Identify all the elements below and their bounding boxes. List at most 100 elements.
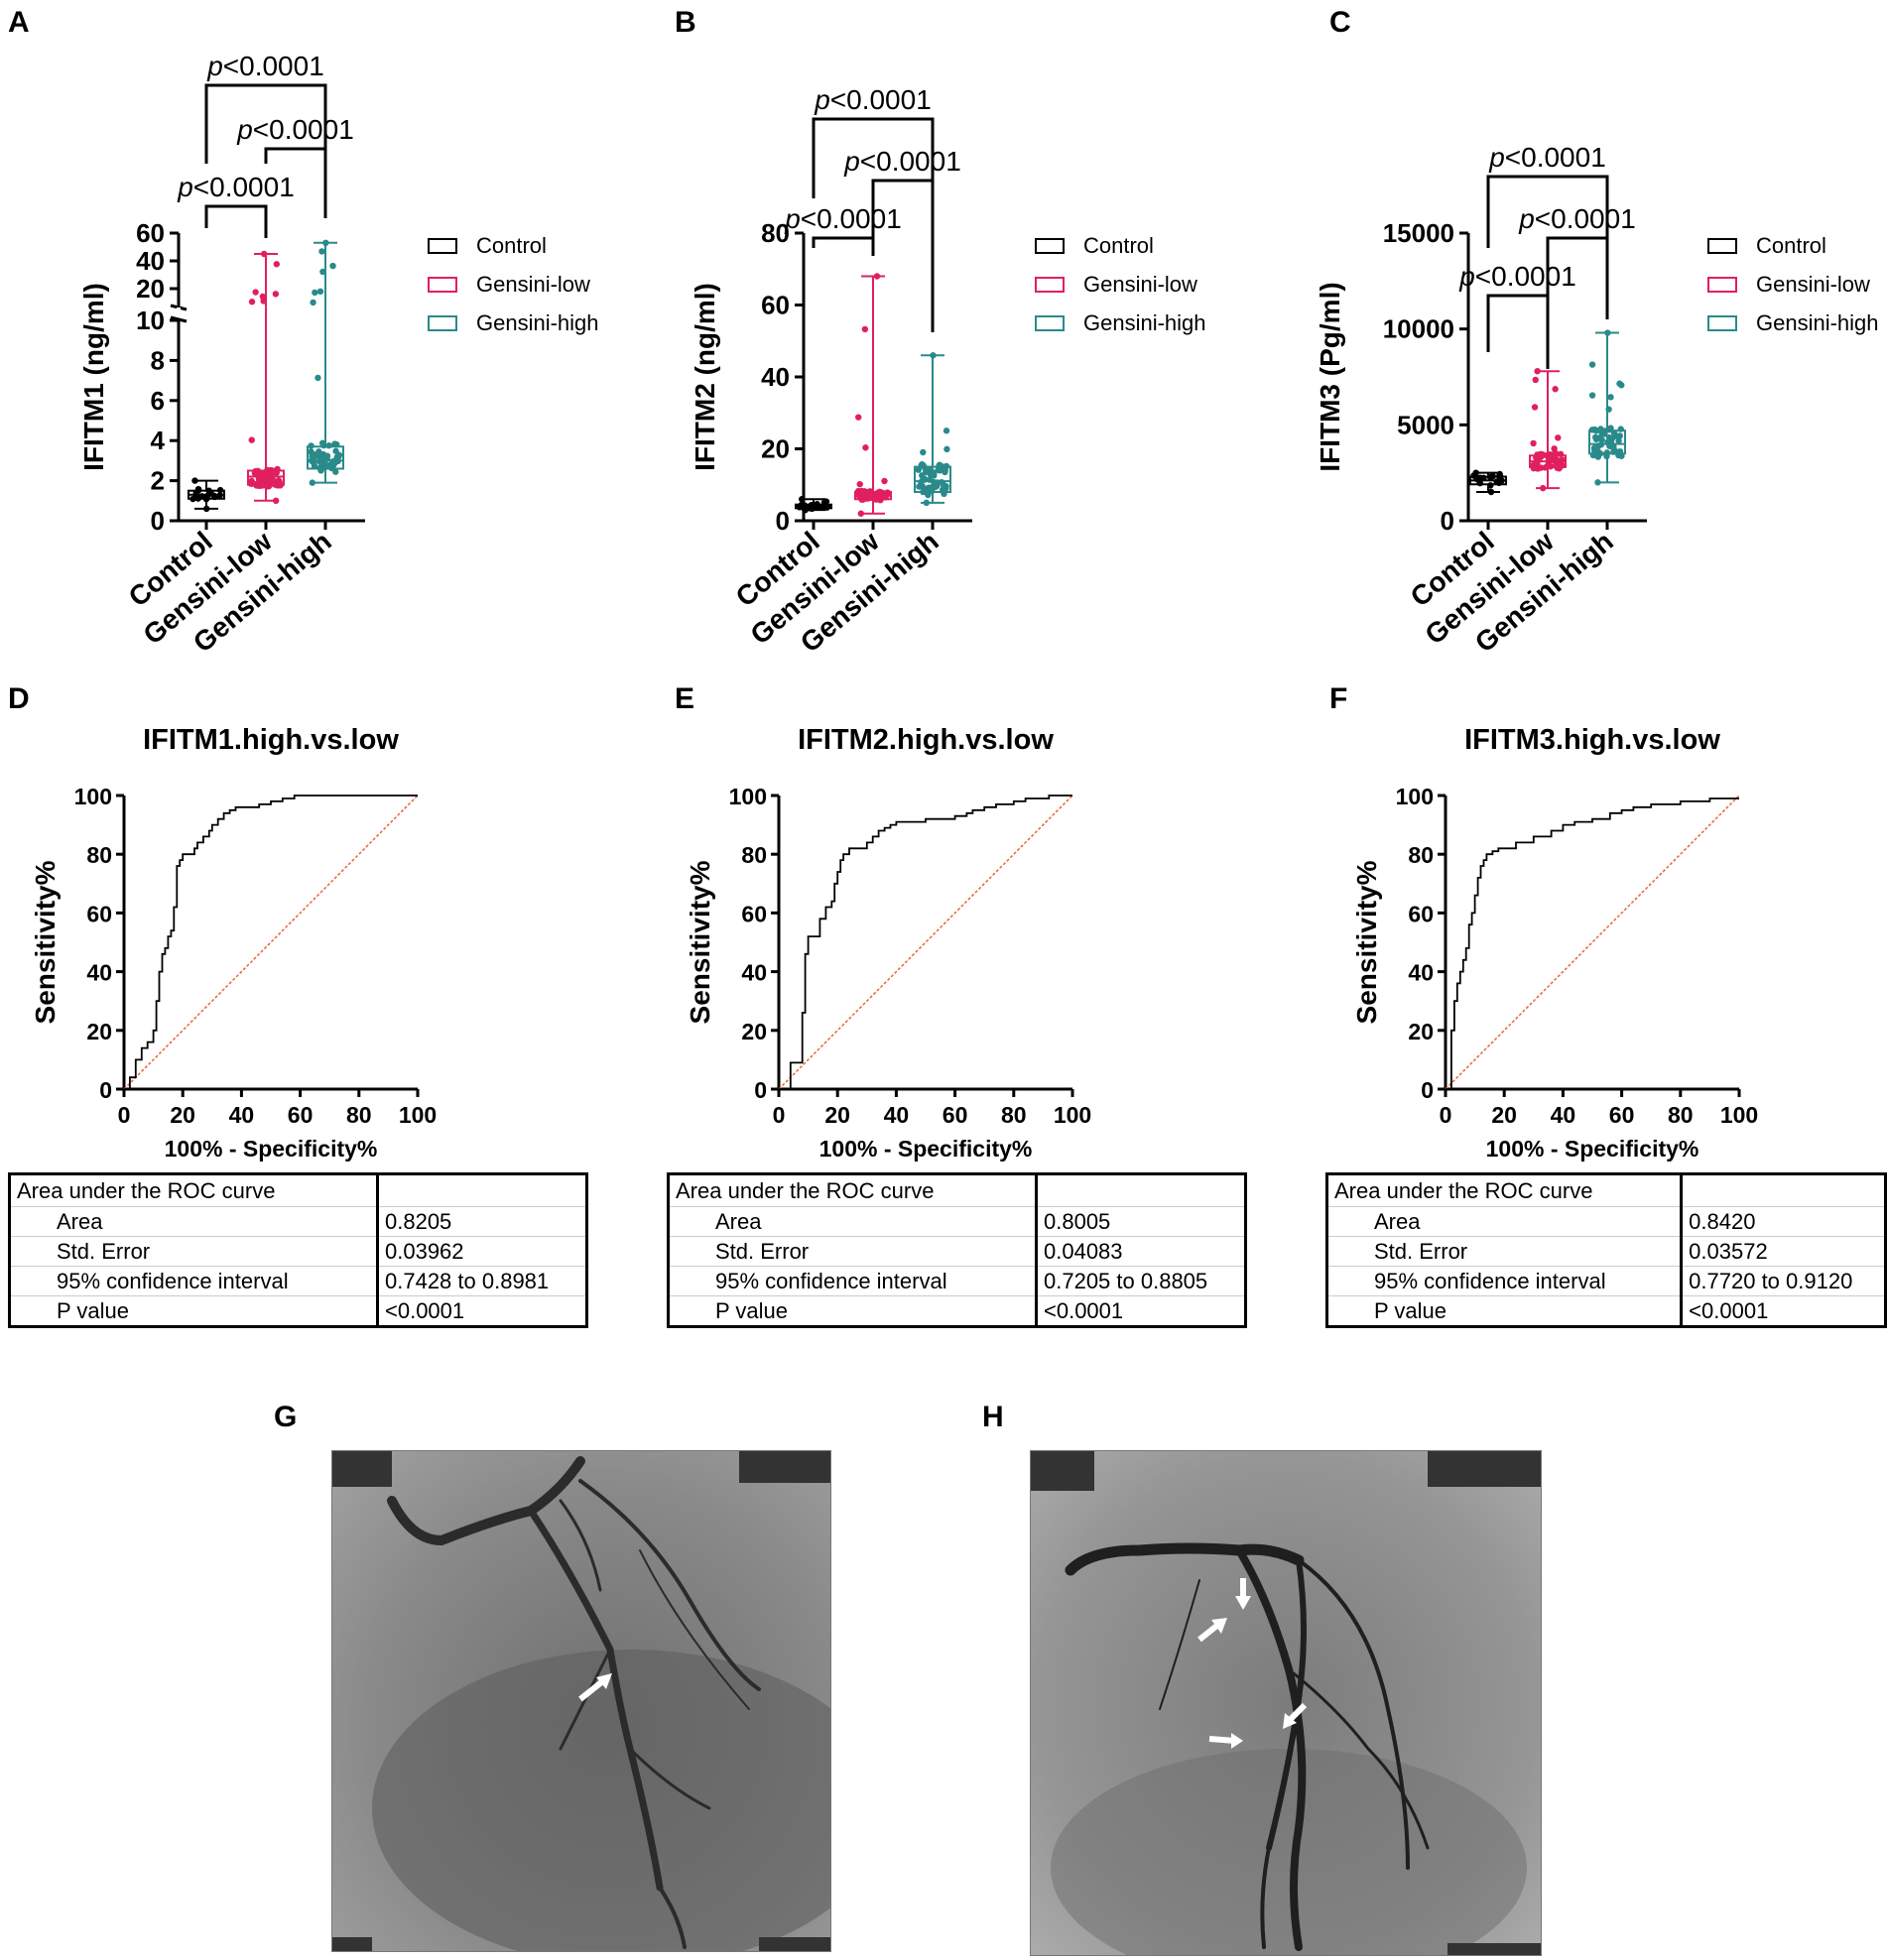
roc-row-value: 0.04083 [1036,1236,1246,1267]
data-point [943,428,950,434]
x-tick-label: 100 [1054,1102,1091,1128]
p-value: <0.0001 [801,203,902,234]
axis-break-gap [177,307,181,319]
data-point [866,488,874,495]
data-point [929,487,936,495]
roc-row-label: 95% confidence interval [1326,1266,1684,1296]
data-point [944,445,950,453]
legend-label: Gensini-high [476,310,599,335]
data-point [1592,433,1599,440]
p-value: <0.0001 [193,172,295,202]
data-point [1588,427,1596,433]
data-point [264,467,272,474]
data-point [920,448,927,456]
data-point [942,468,948,476]
roc-row-value: <0.0001 [1689,1298,1769,1323]
y-tick-label: 20 [1408,1019,1434,1044]
roc-curve [779,795,1072,1090]
angiogram-g-image [331,1450,831,1952]
data-point [857,510,865,517]
data-point [799,496,806,503]
roc-row-label: Std. Error [9,1236,379,1267]
significance-bracket [1486,294,1550,369]
p-value-label: p<0.0001 [1518,203,1636,234]
data-point [855,414,862,421]
data-point [320,441,327,449]
y-tick-label: 15000 [1383,218,1454,248]
y-tick-label: 8 [151,345,165,375]
data-point [216,492,223,499]
data-point [1545,452,1553,459]
y-axis-label: Sensitivity% [685,860,715,1024]
data-point [248,477,255,485]
y-tick-label: 60 [1408,901,1434,926]
data-point [268,474,276,481]
data-point [322,239,329,246]
data-point [943,482,949,490]
y-axis-label: IFITM1 (ng/ml) [78,283,109,471]
data-point [319,268,326,276]
x-axis-label: 100% - Specificity% [819,1136,1033,1162]
y-tick-label: 40 [136,246,165,276]
x-tick-label: 40 [229,1102,255,1128]
roc-row-value: <0.0001 [385,1298,465,1323]
data-point [194,485,202,493]
p-value-label: p<0.0001 [1458,261,1576,292]
arrow-icon [1235,1578,1251,1610]
roc-table-header: Area under the ROC curve [1326,1173,1684,1207]
data-point [1593,448,1601,455]
panel-label-g: G [274,1401,298,1433]
data-point [881,477,888,485]
p-value: <0.0001 [253,114,354,145]
data-point [915,466,922,473]
data-point [920,475,927,482]
data-point [873,495,880,502]
panel-label-h: H [982,1401,1004,1433]
data-point [315,448,322,455]
data-point [802,503,810,510]
data-point [308,448,314,455]
roc-table-f: Area under the ROC curve Area 0.8420 Std.… [1325,1172,1887,1328]
x-tick-label: 40 [1551,1102,1576,1128]
data-point [867,494,875,501]
data-point [207,489,214,497]
chart-title: IFITM3.high.vs.low [1464,724,1720,756]
data-point [923,468,930,476]
roc-curve [1446,797,1739,1090]
data-point [1555,434,1562,441]
data-point [1531,404,1539,411]
data-point [1607,394,1614,401]
x-tick-label: 40 [884,1102,910,1128]
data-point [861,325,869,333]
y-tick-label: 4 [151,426,166,455]
data-point [873,273,881,280]
data-point [310,299,316,306]
roc-table-e: Area under the ROC curve Area 0.8005 Std.… [667,1172,1247,1328]
data-point [1557,450,1565,457]
y-tick-label: 2 [151,466,165,496]
data-point [916,483,923,490]
p-value: <0.0001 [860,146,961,177]
arrow-icon [578,1673,612,1702]
p-value-label: p<0.0001 [814,84,932,115]
data-point [1531,460,1539,468]
x-tick-label: 20 [824,1102,850,1128]
data-point [1608,435,1616,442]
legend-label: Gensini-low [1083,272,1197,297]
significance-bracket [204,204,268,238]
y-axis-label: Sensitivity% [1351,860,1382,1024]
data-point [276,482,284,489]
data-point [314,374,321,382]
legend-swatch [428,315,457,331]
data-point [309,479,316,486]
roc-row-label: Std. Error [1326,1236,1684,1267]
reference-diagonal [778,795,1073,1090]
data-point [1539,451,1547,458]
data-point [1617,426,1624,432]
legend-label: Gensini-high [1756,310,1879,335]
chart-title: IFITM2.high.vs.low [798,724,1054,756]
data-point [325,442,332,449]
y-tick-label: 80 [741,842,767,868]
roc-row-label: P value [1326,1295,1684,1327]
significance-bracket [1546,236,1609,317]
